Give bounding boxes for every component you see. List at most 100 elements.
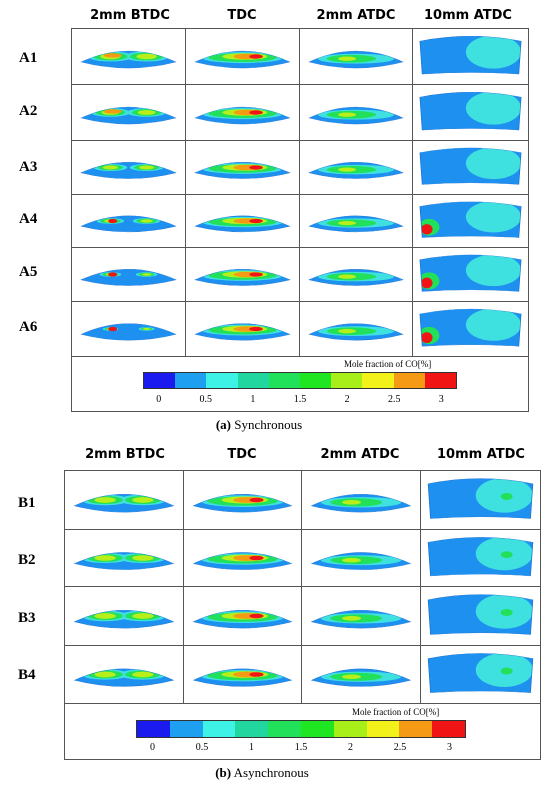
co-region [338, 274, 356, 279]
contour-cell-b1-col2 [302, 471, 421, 530]
caption-b-text: Asynchronous [233, 765, 309, 780]
chamber-outline [80, 269, 177, 286]
colorbar-title-a: Mole fraction of CO[%] [344, 359, 432, 369]
contour-cell-a4-col2 [300, 195, 413, 248]
row-label-b-3: B4 [18, 667, 36, 683]
co-region [140, 219, 153, 223]
contour-cell-a6-col1 [186, 302, 300, 357]
contour-grid-b [64, 470, 541, 760]
colorbar-tick-label: 2.5 [393, 742, 407, 753]
col-header-b-0: 2mm BTDC [85, 447, 165, 462]
co-region [249, 326, 263, 332]
co-region [249, 165, 263, 170]
colorbar-segment [333, 721, 367, 737]
colorbar-segment [362, 373, 394, 388]
co-region [108, 218, 118, 224]
chamber-outline [80, 162, 177, 179]
colorbar-segment [202, 721, 236, 737]
contour-grid-a [71, 28, 529, 412]
colorbar-segment [424, 373, 457, 388]
chamber-outline [419, 201, 522, 238]
co-region [249, 613, 264, 619]
caption-b: (b) Asynchronous [215, 765, 309, 781]
co-region [139, 165, 155, 170]
colorbar-segment [300, 721, 334, 737]
contour-cell-b3-col2 [302, 587, 421, 646]
col-header-a-3: 10mm ATDC [424, 8, 512, 23]
contour-cell-b3-col1 [184, 587, 302, 646]
co-region [500, 609, 513, 616]
chamber-outline [194, 162, 291, 179]
contour-cell-a3-col3 [413, 141, 528, 195]
colorbar-tick-label: 0 [156, 394, 162, 405]
colorbar-tick-label: 0.5 [199, 394, 213, 405]
chamber-outline [427, 653, 534, 693]
co-region [465, 201, 522, 233]
caption-a-letter: (a) [215, 417, 232, 432]
contour-cell-a3-col1 [186, 141, 300, 195]
chamber-outline [308, 106, 404, 125]
contour-cell-b4-col2 [302, 646, 421, 704]
contour-cell-a5-col3 [413, 248, 528, 302]
col-header-b-1: TDC [227, 447, 257, 462]
contour-cell-b2-col0 [65, 530, 184, 587]
chamber-outline [192, 552, 293, 570]
contour-cell-b1-col3 [421, 471, 540, 530]
chamber-outline [308, 323, 404, 341]
contour-cell-a5-col2 [300, 248, 413, 302]
co-region [500, 551, 513, 558]
colorbar-tick-label: 3 [447, 742, 452, 753]
chamber-outline [308, 215, 404, 233]
co-region [249, 54, 263, 59]
chamber-outline [419, 36, 522, 75]
co-region [108, 326, 118, 332]
co-region [136, 53, 157, 60]
co-region [465, 36, 522, 69]
col-header-a-2: 2mm ATDC [316, 8, 396, 23]
colorbar-a [143, 372, 457, 389]
co-region [132, 555, 154, 561]
co-region [465, 309, 522, 341]
co-region [132, 497, 154, 503]
chamber-outline [419, 254, 522, 292]
contour-cell-a4-col3 [413, 195, 528, 248]
co-region [103, 109, 122, 114]
row-label-b-0: B1 [18, 495, 36, 511]
row-label-a-1: A2 [19, 103, 38, 119]
co-region [141, 273, 152, 276]
chamber-outline [308, 50, 404, 69]
colorbar-segment [268, 721, 301, 737]
contour-cell-b2-col3 [421, 530, 540, 587]
chamber-outline [310, 494, 412, 513]
chamber-outline [194, 269, 291, 286]
row-label-a-2: A3 [19, 159, 38, 175]
chamber-outline [194, 215, 291, 233]
co-region [137, 110, 156, 115]
contour-cell-a3-col0 [72, 141, 186, 195]
co-region [338, 56, 356, 61]
co-region [102, 165, 118, 170]
chamber-shape [81, 107, 176, 124]
chamber-outline [80, 323, 177, 341]
chamber-shape [81, 323, 176, 341]
co-region [338, 221, 356, 226]
co-region [249, 672, 264, 677]
chamber-outline [194, 323, 291, 341]
co-region [342, 674, 361, 680]
contour-cell-a5-col0 [72, 248, 186, 302]
co-region [342, 616, 361, 621]
colorbar-segment [366, 721, 400, 737]
co-region [338, 329, 356, 334]
colorbar-tick-label: 1 [249, 742, 254, 753]
contour-cell-b4-col0 [65, 646, 184, 704]
co-region [500, 493, 513, 500]
chamber-outline [194, 106, 291, 125]
chamber-outline [427, 594, 534, 635]
contour-cell-a2-col1 [186, 85, 300, 141]
chamber-outline [427, 537, 534, 577]
col-header-b-3: 10mm ATDC [437, 447, 525, 462]
contour-cell-a3-col2 [300, 141, 413, 195]
chamber-outline [310, 668, 412, 687]
chamber-outline [80, 215, 177, 233]
colorbar-tick-label: 1.5 [294, 742, 308, 753]
